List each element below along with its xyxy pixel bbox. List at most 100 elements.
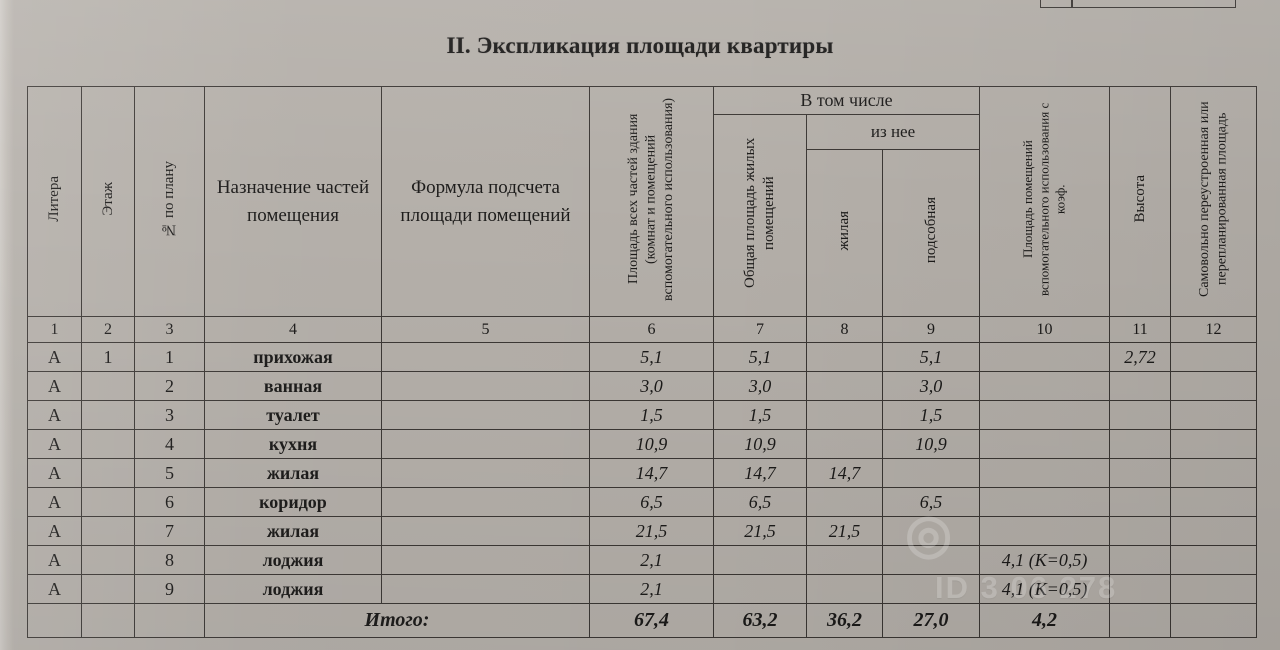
cell-utility: 3,0 (881, 371, 981, 402)
cell-area_total: 14,7 (589, 458, 714, 489)
cell-plan_no: 7 (134, 516, 205, 547)
colnum-8: 8 (806, 316, 883, 344)
cell-area_living_total: 6,5 (713, 487, 807, 518)
cell-aux_coef (979, 400, 1111, 431)
total-blank-plan_no (134, 603, 205, 639)
cell-aux_coef (979, 458, 1111, 489)
header-liter-label: Литера (46, 176, 63, 222)
cell-floor: 1 (81, 342, 135, 373)
cell-plan_no: 1 (134, 342, 205, 373)
cell-purpose: лоджия (204, 545, 382, 576)
cell-living (806, 429, 883, 460)
table-row: А 3 туалет 1,5 1,5 1,5 (27, 400, 1258, 431)
cell-height (1109, 429, 1172, 460)
cell-unauthorized (1170, 400, 1258, 431)
total-area_living_total: 63,2 (713, 603, 807, 639)
cell-plan_no: 5 (134, 458, 205, 489)
cell-area_total: 1,5 (589, 400, 714, 431)
total-unauthorized (1170, 603, 1258, 639)
total-area_total: 67,4 (589, 603, 714, 639)
cell-living (806, 400, 883, 431)
table-row: А 7 жилая 21,5 21,5 21,5 (27, 516, 1258, 547)
table-body: А 1 1 прихожая 5,1 5,1 5,1 2,72 А 2 ванная 3,0 3,0 3,… (27, 342, 1258, 639)
cell-height (1109, 574, 1172, 605)
cell-formula (381, 458, 590, 489)
total-utility: 27,0 (881, 603, 981, 639)
cell-plan_no: 6 (134, 487, 205, 518)
colnum-10: 10 (979, 316, 1111, 344)
cell-formula (381, 574, 590, 605)
cell-living (806, 487, 883, 518)
cell-unauthorized (1170, 545, 1258, 576)
cell-liter: А (27, 429, 82, 460)
header-group-ofwhich: из нее (805, 114, 981, 150)
header-living-label: жилая (836, 210, 853, 251)
total-label: Итого: (204, 603, 590, 639)
header-unauthorized: Самовольно переустроенная или перепланир… (1170, 85, 1258, 318)
cell-living: 14,7 (806, 458, 883, 489)
cell-purpose: коридор (204, 487, 382, 518)
page-title: II. Экспликация площади квартиры (446, 33, 834, 58)
cell-utility: 6,5 (881, 487, 981, 518)
header-purpose-label: Назначение частей помещения (216, 177, 370, 226)
header-height-label: Высота (1131, 175, 1148, 223)
cell-purpose: ванная (204, 371, 382, 402)
cell-living (806, 342, 883, 373)
cell-liter: А (27, 458, 82, 489)
table-row: А 9 лоджия 2,1 4,1 (К=0,5) (27, 574, 1258, 605)
cell-aux_coef: 4,1 (К=0,5) (979, 545, 1111, 576)
cell-area_total: 2,1 (589, 545, 714, 576)
cell-liter: А (27, 342, 82, 373)
cell-area_living_total: 14,7 (713, 458, 807, 489)
cell-height: 2,72 (1109, 342, 1172, 373)
cell-living (806, 545, 883, 576)
colnum-4: 4 (204, 316, 382, 344)
cell-purpose: жилая (204, 458, 382, 489)
total-living: 36,2 (806, 603, 883, 639)
cell-area_total: 3,0 (589, 371, 714, 402)
colnum-11: 11 (1109, 316, 1172, 344)
header-utility-label: подсобная (922, 197, 939, 264)
cell-living (806, 574, 883, 605)
total-aux_coef: 4,2 (979, 603, 1111, 639)
header-aux-coef-label: Площадь помещений вспомогательного испол… (1020, 102, 1068, 296)
header-row-3: жилая подсобная (28, 148, 1257, 318)
cell-floor (81, 458, 135, 489)
cell-utility (881, 458, 981, 489)
header-height: Высота (1109, 85, 1172, 318)
colnum-12: 12 (1170, 316, 1258, 344)
column-number-row: 1 2 3 4 5 6 7 8 9 10 11 12 (27, 316, 1258, 344)
cell-utility: 1,5 (881, 400, 981, 431)
cell-plan_no: 3 (134, 400, 205, 431)
cell-area_living_total (713, 545, 807, 576)
header-purpose: Назначение частей помещения (204, 85, 382, 318)
total-blank-liter (27, 603, 82, 639)
cell-liter: А (27, 371, 82, 402)
table-row: А 4 кухня 10,9 10,9 10,9 (27, 429, 1258, 460)
header-liter: Литера (27, 85, 82, 318)
colnum-9: 9 (881, 316, 981, 344)
header-formula: Формула подсчета площади помещений (381, 85, 590, 318)
header-group-included-label: В том числе (800, 89, 893, 110)
cell-utility (881, 545, 981, 576)
cell-floor (81, 429, 135, 460)
header-utility: подсобная (881, 148, 981, 318)
table-total-row: Итого: 67,4 63,2 36,2 27,0 4,2 (27, 603, 1258, 639)
cell-liter: А (27, 574, 82, 605)
cell-formula (381, 487, 590, 518)
cell-unauthorized (1170, 458, 1258, 489)
cell-aux_coef: 4,1 (К=0,5) (979, 574, 1111, 605)
header-unauthorized-label: Самовольно переустроенная или перепланир… (1197, 101, 1230, 297)
cell-area_living_total: 5,1 (713, 342, 807, 373)
cell-unauthorized (1170, 342, 1258, 373)
cell-floor (81, 371, 135, 402)
cell-unauthorized (1170, 487, 1258, 518)
total-blank-floor (81, 603, 135, 639)
header-plan-no-label: № по плану (161, 160, 178, 238)
table-row: А 1 1 прихожая 5,1 5,1 5,1 2,72 (27, 342, 1258, 373)
cell-aux_coef (979, 516, 1111, 547)
header-floor: Этаж (81, 85, 135, 318)
cell-unauthorized (1170, 516, 1258, 547)
table-head: Литера Этаж № по плану Назначение частей… (27, 85, 1258, 344)
table-row: А 6 коридор 6,5 6,5 6,5 (27, 487, 1258, 518)
